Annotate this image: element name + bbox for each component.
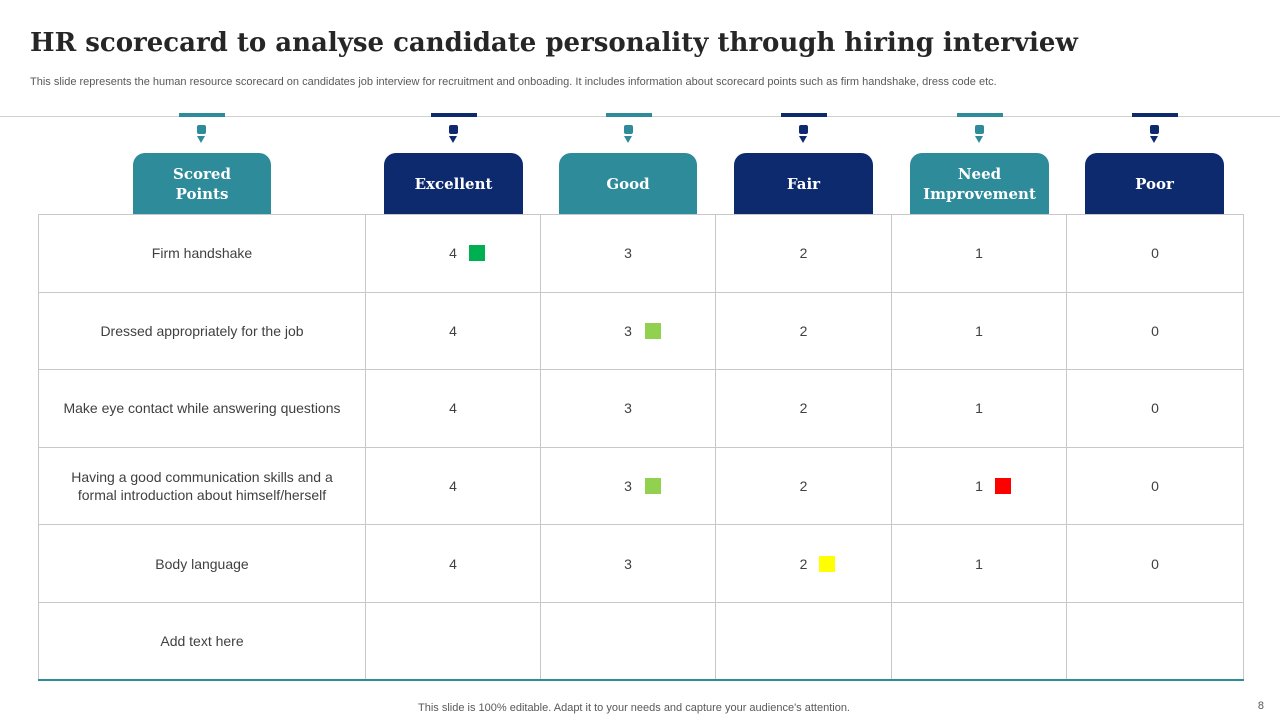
excellent-marker — [469, 245, 485, 262]
score-cell: 0 — [1066, 369, 1244, 448]
connector-good — [606, 113, 652, 153]
score-cell: 4 — [365, 524, 541, 603]
table-row: Body language 4 3 2 1 0 — [38, 524, 1244, 603]
table-row: Add text here — [38, 601, 1244, 682]
score-cell: 4 — [365, 291, 541, 371]
header-need-improvement: Need Improvement — [910, 153, 1049, 215]
score-cell — [891, 601, 1067, 682]
score-cell: 2 — [715, 446, 892, 526]
table-row: Firm handshake 4 3 2 1 0 — [38, 214, 1244, 293]
score-cell: 1 — [891, 369, 1067, 448]
good-marker — [645, 322, 661, 339]
footer-note: This slide is 100% editable. Adapt it to… — [418, 702, 850, 714]
row-label: Dressed appropriately for the job — [38, 291, 366, 371]
slide-title: HR scorecard to analyse candidate person… — [30, 28, 1078, 58]
score-cell: 0 — [1066, 291, 1244, 371]
connector-scored-points — [179, 113, 225, 153]
score-cell: 1 — [891, 291, 1067, 371]
score-cell: 3 — [540, 291, 716, 371]
score-cell: 4 — [365, 214, 541, 293]
score-cell: 2 — [715, 214, 892, 293]
connector-poor — [1132, 113, 1178, 153]
score-cell: 0 — [1066, 214, 1244, 293]
connector-excellent — [431, 113, 477, 153]
good-marker — [645, 478, 661, 495]
header-scored-points: Scored Points — [133, 153, 271, 215]
score-cell — [715, 601, 892, 682]
slide-subtitle: This slide represents the human resource… — [30, 76, 997, 88]
score-cell: 1 — [891, 524, 1067, 603]
score-cell: 2 — [715, 524, 892, 603]
score-cell — [365, 601, 541, 682]
score-cell: 2 — [715, 369, 892, 448]
score-cell: 4 — [365, 446, 541, 526]
score-cell: 0 — [1066, 524, 1244, 603]
score-cell: 1 — [891, 214, 1067, 293]
row-label: Having a good communication skills and a… — [38, 446, 366, 526]
row-label: Add text here — [38, 601, 366, 682]
header-poor: Poor — [1085, 153, 1224, 215]
scorecard-table: Firm handshake 4 3 2 1 0 Dressed appropr… — [38, 214, 1244, 682]
score-cell: 0 — [1066, 446, 1244, 526]
header-good: Good — [559, 153, 697, 215]
score-cell — [1066, 601, 1244, 682]
table-row: Make eye contact while answering questio… — [38, 369, 1244, 448]
fair-marker — [819, 555, 835, 572]
table-row: Having a good communication skills and a… — [38, 446, 1244, 526]
connector-need-improvement — [957, 113, 1003, 153]
page-number: 8 — [1257, 700, 1264, 712]
connector-fair — [781, 113, 827, 153]
row-label: Firm handshake — [38, 214, 366, 293]
score-cell: 1 — [891, 446, 1067, 526]
table-row: Dressed appropriately for the job 4 3 2 … — [38, 291, 1244, 371]
score-cell: 4 — [365, 369, 541, 448]
score-cell: 2 — [715, 291, 892, 371]
score-cell: 3 — [540, 369, 716, 448]
score-cell: 3 — [540, 214, 716, 293]
need-improvement-marker — [995, 478, 1011, 495]
score-cell: 3 — [540, 524, 716, 603]
header-fair: Fair — [734, 153, 873, 215]
score-cell: 3 — [540, 446, 716, 526]
header-excellent: Excellent — [384, 153, 523, 215]
row-label: Make eye contact while answering questio… — [38, 369, 366, 448]
row-label: Body language — [38, 524, 366, 603]
score-cell — [540, 601, 716, 682]
